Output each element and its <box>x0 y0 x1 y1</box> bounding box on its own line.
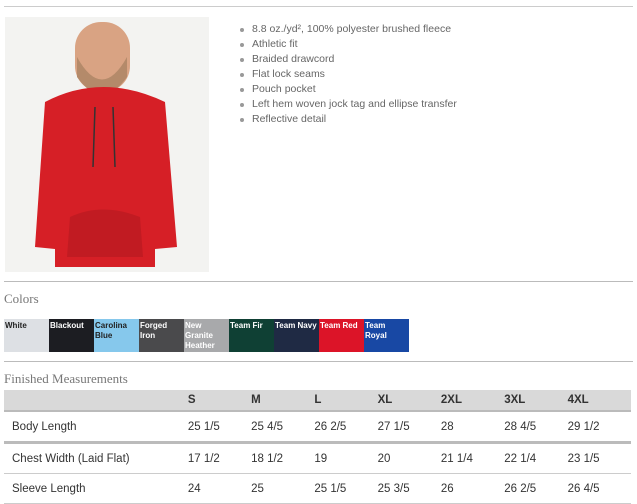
measurement-cell: 26 2/5 <box>504 473 568 504</box>
measurement-cell: 20 <box>377 442 441 474</box>
measurement-cell: 29 1/2 <box>567 411 631 444</box>
measurement-cell: 28 <box>440 411 505 444</box>
color-swatch[interactable]: Team Red <box>319 319 364 352</box>
size-header: XL <box>377 390 441 412</box>
color-swatches: White Blackout Carolina Blue Forged Iron New… <box>4 319 409 352</box>
table-row: Body Length 25 1/5 25 4/5 26 2/5 27 1/5 28 28 … <box>4 411 631 444</box>
measurement-cell: 22 1/4 <box>504 442 568 474</box>
row-label: Chest Width (Laid Flat) <box>4 442 188 474</box>
size-header-row: S M L XL 2XL 3XL 4XL <box>4 390 631 412</box>
feature-item: Braided drawcord <box>240 52 457 67</box>
measurement-cell: 19 <box>314 442 378 474</box>
feature-item: Left hem woven jock tag and ellipse tran… <box>240 98 457 110</box>
divider <box>4 281 633 282</box>
measurement-cell: 23 1/5 <box>567 442 631 474</box>
table-row: Sleeve Length 24 25 25 1/5 25 3/5 26 26 2/5 26 … <box>4 473 631 504</box>
feature-item: Athletic fit <box>240 37 457 52</box>
feature-item: Reflective detail <box>240 112 457 127</box>
measurement-cell: 25 1/5 <box>187 411 252 444</box>
row-label: Sleeve Length <box>4 473 188 504</box>
size-header: M <box>251 390 315 412</box>
measurements-title: Finished Measurements <box>4 371 128 386</box>
measurement-cell: 26 2/5 <box>314 411 378 444</box>
feature-item: 8.8 oz./yd², 100% polyester brushed flee… <box>240 22 457 37</box>
row-label: Body Length <box>4 411 188 444</box>
feature-item: Pouch pocket <box>240 82 457 97</box>
measurement-cell: 26 4/5 <box>567 473 631 504</box>
measurement-cell: 17 1/2 <box>187 442 252 474</box>
color-swatch[interactable]: White <box>4 319 49 352</box>
measurement-cell: 21 1/4 <box>440 442 505 474</box>
measurement-cell: 25 1/5 <box>314 473 378 504</box>
measurement-cell: 25 4/5 <box>251 411 315 444</box>
measurement-cell: 27 1/5 <box>377 411 441 444</box>
color-swatch[interactable]: Team Fir <box>229 319 274 352</box>
size-header: 3XL <box>504 390 568 412</box>
size-header: 4XL <box>567 390 631 412</box>
colors-title: Colors <box>4 291 39 306</box>
product-photo <box>5 17 209 272</box>
feature-list: 8.8 oz./yd², 100% polyester brushed flee… <box>238 22 457 127</box>
measurement-cell: 18 1/2 <box>251 442 315 474</box>
color-swatch[interactable]: Blackout <box>49 319 94 352</box>
color-swatch[interactable]: Carolina Blue <box>94 319 139 352</box>
measurement-cell: 24 <box>187 473 252 504</box>
divider <box>4 361 633 362</box>
measurement-cell: 28 4/5 <box>504 411 568 444</box>
top-divider <box>4 6 633 7</box>
measurements-table: S M L XL 2XL 3XL 4XL Body Length 25 1/5 25 4/5 26… <box>4 390 631 504</box>
measurement-cell: 25 3/5 <box>377 473 441 504</box>
measurement-cell: 26 <box>440 473 505 504</box>
color-swatch[interactable]: Team Royal <box>364 319 409 352</box>
size-header: S <box>187 390 252 412</box>
table-row: Chest Width (Laid Flat) 17 1/2 18 1/2 19 20 2… <box>4 442 631 474</box>
feature-item: Flat lock seams <box>240 67 457 82</box>
color-swatch[interactable]: Forged Iron <box>139 319 184 352</box>
size-header: 2XL <box>440 390 505 412</box>
measurement-cell: 25 <box>251 473 315 504</box>
color-swatch[interactable]: New Granite Heather <box>184 319 229 352</box>
size-header: L <box>314 390 378 412</box>
color-swatch[interactable]: Team Navy <box>274 319 319 352</box>
